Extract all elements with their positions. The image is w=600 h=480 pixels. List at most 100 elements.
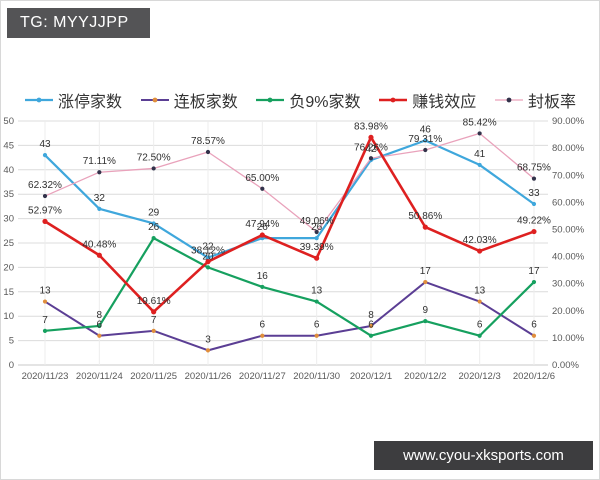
series-line-0 [43, 139, 536, 259]
data-label: 6 [97, 320, 103, 331]
date-label: 2020/12/2 [404, 371, 446, 382]
data-point [477, 333, 482, 338]
data-label: 7 [151, 315, 157, 326]
data-point [97, 170, 102, 175]
data-label: 41 [474, 149, 486, 160]
date-label: 2020/12/6 [513, 371, 555, 382]
data-label: 3 [205, 334, 211, 345]
data-point [151, 221, 156, 226]
data-point [368, 333, 374, 338]
data-point [423, 279, 428, 285]
right-axis-tick-label: 50.00% [552, 224, 585, 235]
data-label: 6 [260, 320, 266, 331]
data-label: 79.31% [408, 134, 442, 145]
chart-legend: 涨停家数 连板家数 负9%家数 赚钱效应 封板率 [0, 88, 600, 112]
legend-item-1: 连板家数 [140, 88, 238, 112]
data-point [97, 206, 102, 211]
date-label: 2020/11/27 [239, 371, 286, 382]
right-axis-tick-label: 60.00% [552, 197, 585, 208]
data-label: 78.57% [191, 136, 225, 147]
data-point [477, 162, 482, 168]
right-axis-tick-label: 90.00% [552, 116, 585, 127]
legend-item-4: 封板率 [494, 88, 576, 112]
date-label: 2020/12/3 [459, 371, 501, 382]
data-label: 50.86% [408, 211, 442, 222]
legend-label: 负9%家数 [289, 94, 361, 111]
data-point [42, 218, 48, 224]
data-label: 72.50% [137, 152, 171, 163]
data-point [423, 138, 428, 143]
series-line-1 [44, 281, 535, 352]
data-point [260, 284, 265, 290]
data-label: 6 [531, 320, 537, 331]
data-point [314, 255, 320, 261]
data-label: 43 [39, 139, 51, 150]
data-point [42, 153, 48, 158]
series-line-2 [43, 237, 536, 337]
data-point [531, 333, 537, 338]
date-label: 2020/11/23 [22, 371, 69, 382]
website-label: www.cyou-xksports.com [403, 447, 564, 464]
data-point [477, 248, 483, 254]
data-label: 8 [97, 310, 103, 321]
data-label: 6 [368, 320, 374, 331]
data-point [531, 228, 537, 235]
data-label: 33 [528, 188, 540, 199]
legend-marker-icon [140, 97, 169, 103]
data-label: 6 [314, 320, 320, 331]
data-point [151, 236, 156, 241]
date-label: 2020/11/24 [76, 371, 123, 382]
data-label: 49.06% [300, 216, 334, 227]
data-label: 13 [311, 286, 323, 297]
left-axis-tick-label: 25 [3, 238, 14, 249]
data-point [205, 265, 211, 270]
data-point [314, 333, 319, 338]
data-label: 40.48% [82, 239, 116, 250]
legend-label: 封板率 [527, 94, 576, 111]
data-point [368, 156, 374, 161]
data-point [205, 255, 211, 260]
data-label: 13 [474, 286, 486, 297]
right-axis-tick-label: 30.00% [552, 279, 585, 290]
legend-item-0: 涨停家数 [24, 88, 122, 112]
data-point [422, 224, 428, 230]
data-point [205, 149, 211, 155]
legend-marker-icon [379, 97, 408, 103]
data-label: 8 [368, 310, 374, 321]
data-label: 38.12% [191, 246, 225, 257]
data-point [151, 309, 157, 315]
legend-marker-icon [494, 97, 523, 103]
data-label: 83.98% [354, 121, 388, 132]
legend-label: 赚钱效应 [412, 94, 477, 111]
tg-label: TG: MYYJJPP [20, 14, 129, 31]
right-axis-tick-label: 40.00% [552, 252, 585, 263]
legend-item-3: 赚钱效应 [378, 88, 476, 112]
data-point [151, 166, 156, 171]
data-point [314, 299, 319, 304]
data-label: 17 [420, 266, 432, 277]
data-label: 26 [148, 222, 160, 233]
legend-label: 涨停家数 [58, 94, 123, 111]
data-point [151, 328, 156, 333]
left-axis-tick-label: 15 [3, 287, 14, 298]
data-point [477, 299, 482, 304]
series-line-4 [44, 132, 535, 233]
data-label: 9 [423, 305, 429, 316]
data-label: 7 [42, 315, 48, 326]
right-axis-tick-label: 20.00% [552, 306, 585, 317]
legend-marker-icon [25, 97, 53, 103]
data-label: 71.11% [83, 156, 116, 167]
data-point [259, 232, 265, 238]
data-point [96, 252, 102, 258]
data-point [531, 279, 537, 285]
data-point [314, 236, 319, 241]
date-label: 2020/11/30 [293, 371, 340, 382]
data-point [368, 323, 374, 329]
date-label: 2020/11/26 [185, 371, 232, 382]
data-point [368, 134, 374, 140]
data-label: 6 [477, 320, 483, 331]
left-axis-tick-label: 40 [3, 165, 14, 176]
legend-item-2: 负9%家数 [255, 88, 361, 112]
date-label: 2020/12/1 [350, 371, 392, 382]
data-point [42, 193, 48, 199]
